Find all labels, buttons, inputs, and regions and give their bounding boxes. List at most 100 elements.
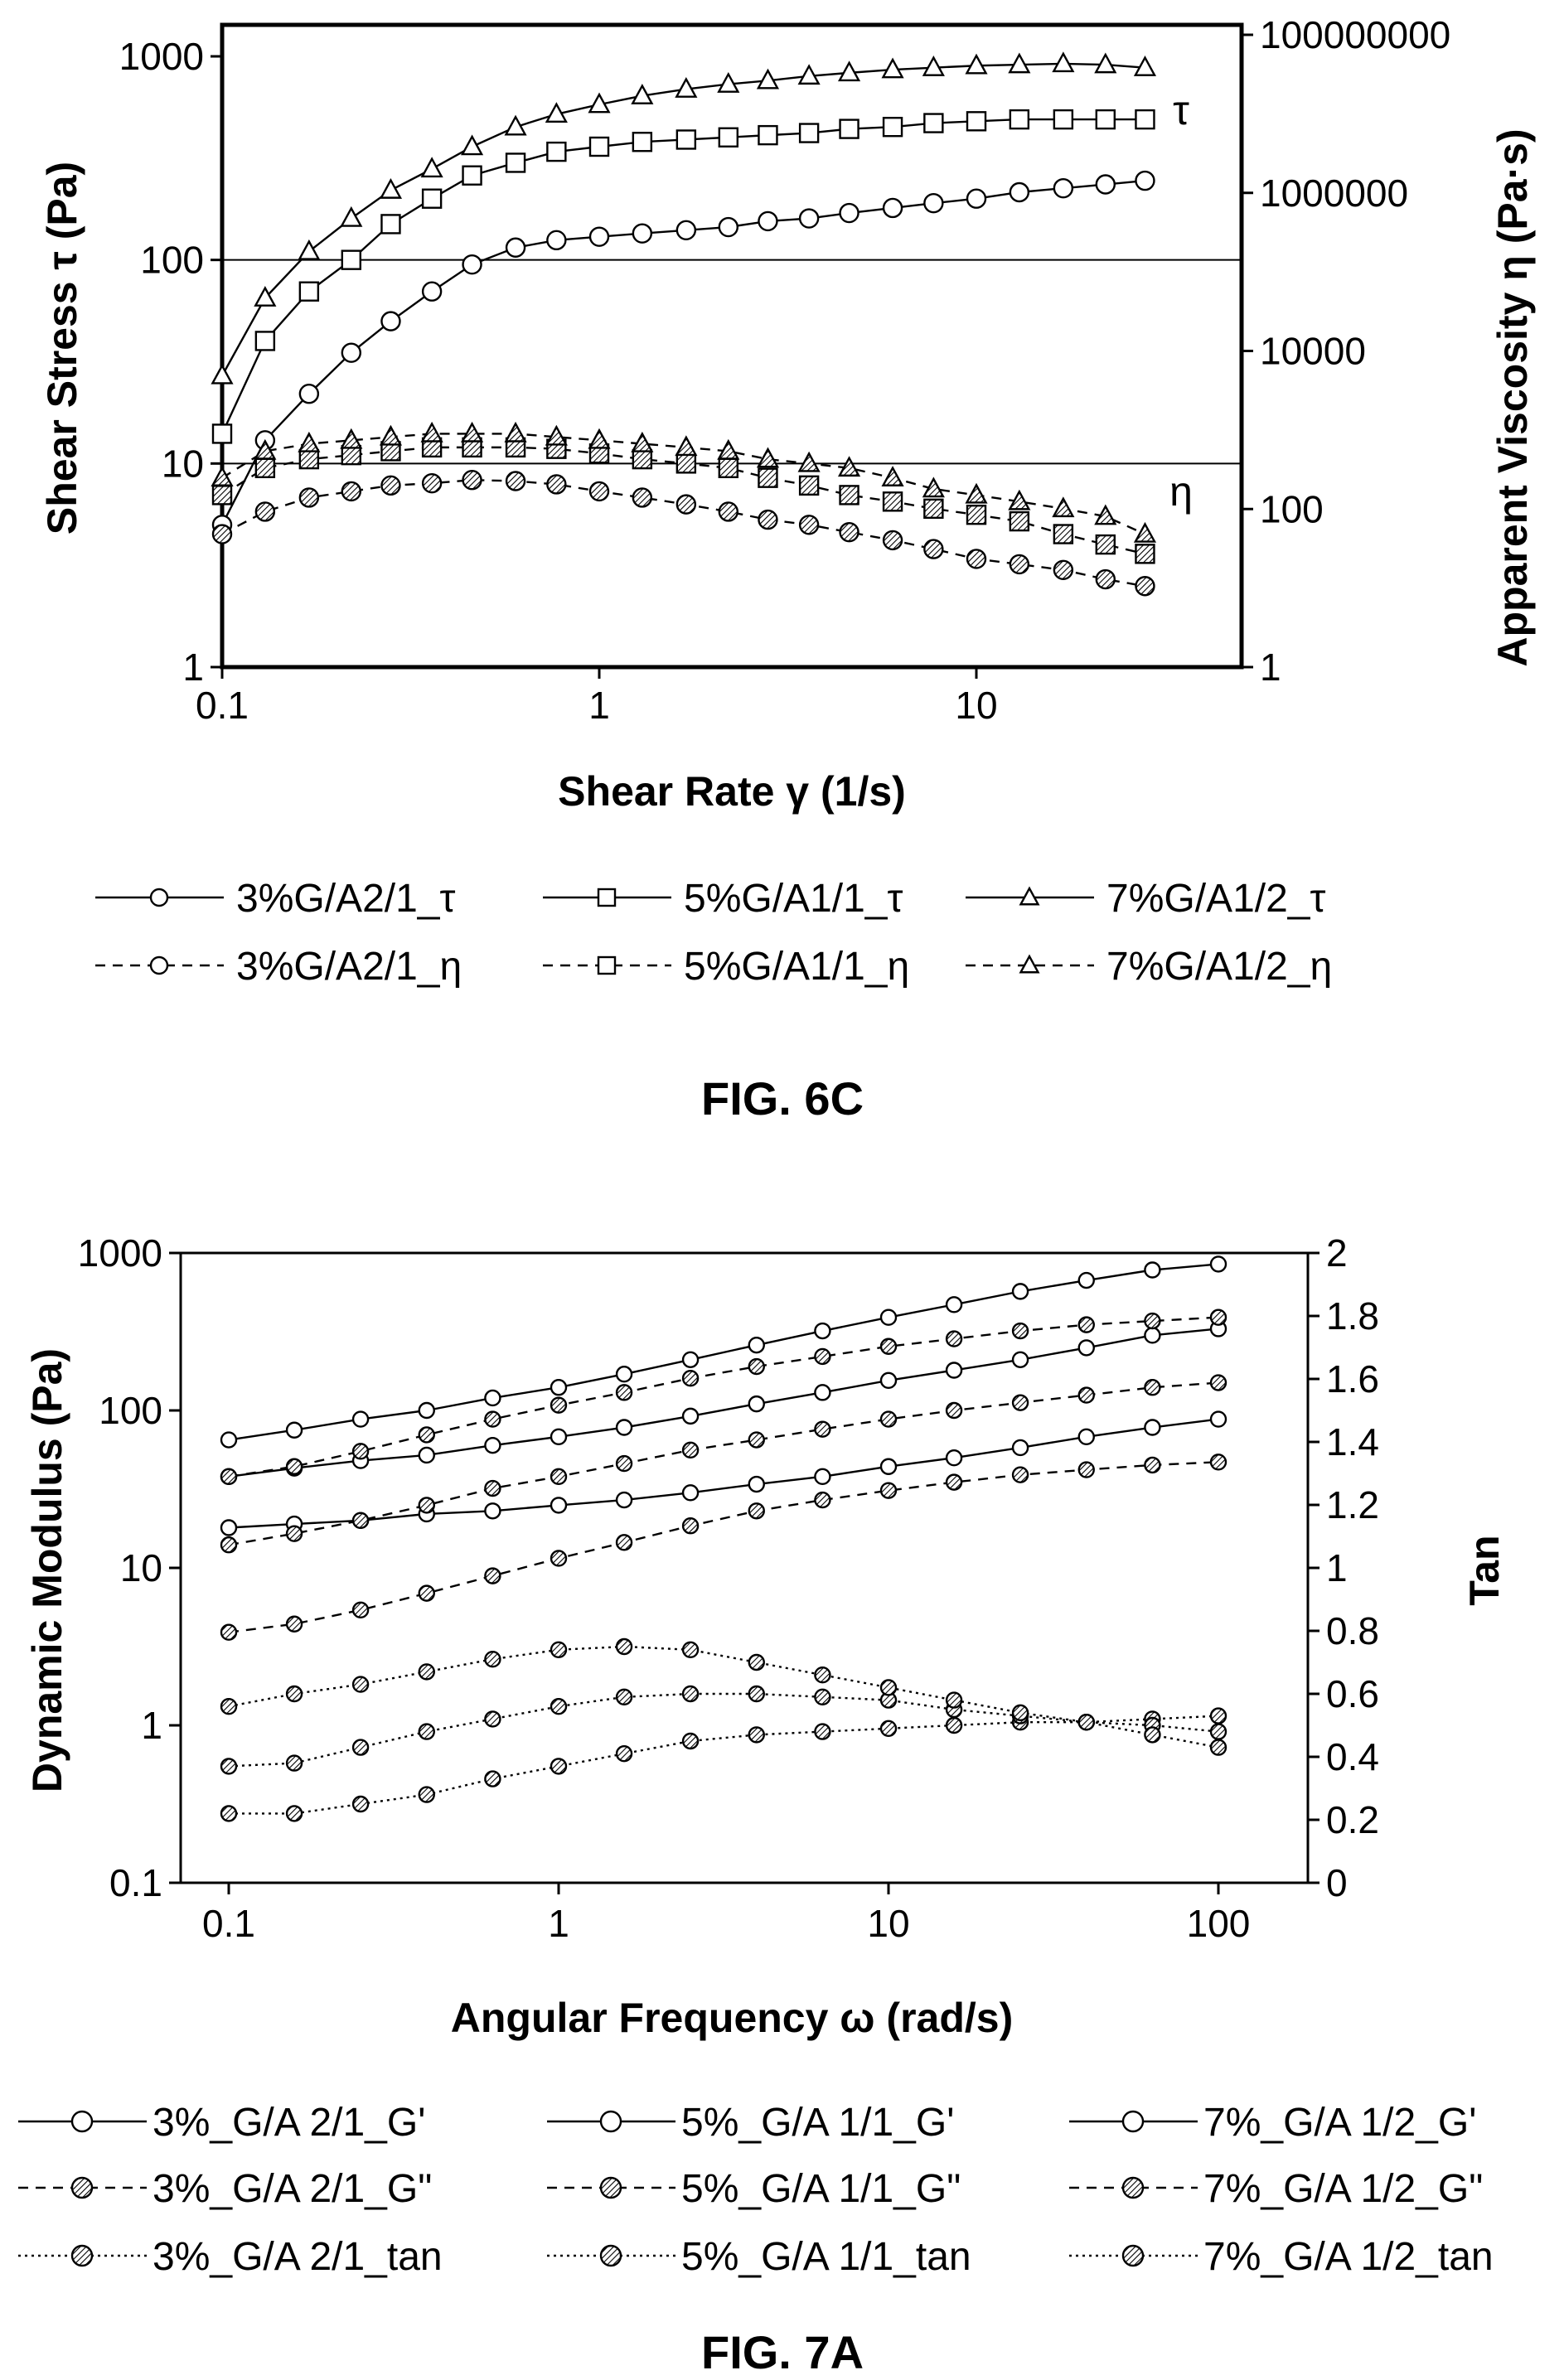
legend-marker (599, 2110, 622, 2133)
y2-tick-label: 0.6 (1326, 1672, 1379, 1715)
data-point (615, 1637, 633, 1656)
data-point (220, 1431, 238, 1449)
data-point (879, 1679, 898, 1696)
data-point (748, 1502, 765, 1520)
legend-label: 5%_G/A 1/1_G' (681, 2101, 954, 2145)
legend-entry: 3%_G/A 2/1_tan (18, 2235, 443, 2279)
data-point (550, 1550, 568, 1567)
data-point (220, 1623, 238, 1641)
legend-label: 5%_G/A 1/1_tan (681, 2235, 971, 2279)
y2-tick-label: 1.2 (1326, 1483, 1379, 1526)
data-point (1144, 1327, 1161, 1344)
y2-tick-label: 1000000 (1260, 172, 1408, 215)
data-point (550, 1641, 568, 1659)
data-point (923, 192, 944, 214)
data-point (615, 1384, 633, 1401)
data-point (814, 1420, 831, 1438)
data-point (418, 1497, 435, 1514)
series-2 (211, 109, 1155, 444)
data-point (681, 1685, 700, 1703)
y-tick-label: 1 (141, 1704, 162, 1747)
data-point (966, 188, 987, 209)
legend-entry: 7%G/A1/2_τ (966, 877, 1325, 921)
legend-label: 7%_G/A 1/2_G" (1203, 2167, 1483, 2211)
data-point (814, 1723, 831, 1740)
data-point (1053, 524, 1074, 544)
data-point (254, 457, 276, 479)
y2-tick-label: 1 (1326, 1546, 1348, 1589)
data-point (460, 421, 484, 443)
y2-tick-label: 1.8 (1326, 1294, 1379, 1338)
data-point (879, 1371, 898, 1390)
data-point (340, 428, 363, 449)
data-point (758, 124, 778, 146)
data-point (882, 530, 903, 551)
data-point (717, 438, 740, 460)
data-point (681, 1370, 700, 1387)
data-point (351, 1410, 370, 1428)
series-1 (220, 1410, 1227, 1536)
legend-entry: 7%G/A1/2_η (966, 945, 1332, 989)
data-point (550, 1758, 568, 1775)
y2-axis-label: Apparent Viscosity η (Pa·s) (1489, 128, 1536, 666)
series-line (228, 1328, 1219, 1478)
series-2 (220, 1320, 1227, 1486)
data-point (681, 1517, 700, 1535)
data-point (615, 1744, 633, 1763)
data-point (798, 208, 820, 229)
y2-tick-label: 1.6 (1326, 1357, 1379, 1400)
data-point (285, 1458, 303, 1475)
data-point (748, 1685, 765, 1703)
data-point (1009, 554, 1030, 575)
data-point (550, 1697, 568, 1715)
data-point (615, 1419, 633, 1436)
data-point (1011, 1351, 1029, 1368)
data-point (588, 92, 611, 114)
legend-entry: 7%_G/A 1/2_G' (1069, 2101, 1476, 2145)
data-point (418, 1446, 435, 1464)
data-point (546, 474, 567, 495)
series-line (220, 118, 1145, 434)
data-point (879, 1720, 898, 1738)
x-tick-label: 1 (548, 1902, 569, 1945)
legend-label: 7%_G/A 1/2_G' (1203, 2101, 1476, 2145)
data-point (340, 206, 363, 227)
legend-label: 3%_G/A 2/1_tan (153, 2235, 443, 2279)
data-point (418, 1663, 435, 1681)
data-point (418, 1723, 435, 1740)
data-point (484, 1479, 501, 1497)
data-point (681, 1484, 700, 1502)
data-point (462, 165, 482, 186)
data-point (298, 384, 320, 404)
series-6 (220, 1309, 1227, 1486)
series-line (220, 62, 1145, 376)
data-point (945, 1330, 963, 1347)
data-point (966, 111, 987, 132)
data-point (631, 431, 654, 452)
series-6 (211, 421, 1157, 543)
y-tick-label: 10 (162, 442, 204, 485)
data-point (1209, 1707, 1227, 1725)
data-point (550, 1468, 568, 1486)
data-point (298, 448, 320, 470)
data-point (837, 60, 861, 82)
data-point (1135, 170, 1155, 191)
legend-marker (1121, 2244, 1145, 2267)
legend-marker (149, 955, 169, 975)
data-point (717, 71, 740, 93)
data-point (285, 1421, 303, 1439)
data-point (879, 1410, 898, 1428)
legend-entry: 5%G/A1/1_η (543, 945, 909, 989)
series-line (228, 1418, 1219, 1529)
data-point (1209, 1309, 1227, 1326)
data-point (1011, 1322, 1029, 1340)
data-point (922, 56, 945, 76)
series-line (228, 1461, 1219, 1633)
data-point (285, 1805, 303, 1822)
data-point (632, 448, 653, 470)
legend-label: 5%_G/A 1/1_G" (681, 2167, 961, 2211)
legend-marker (599, 2176, 622, 2199)
data-point (1011, 1394, 1029, 1411)
data-point (484, 1710, 501, 1728)
